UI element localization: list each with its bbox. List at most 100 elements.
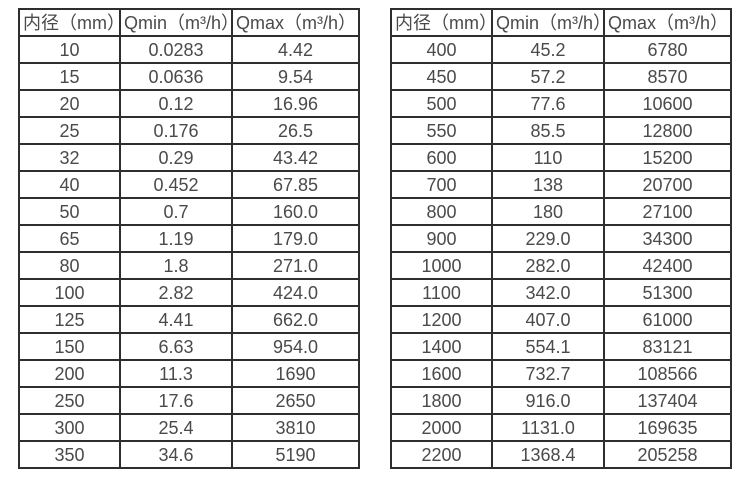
cell: 1600 <box>390 359 493 388</box>
cell: 700 <box>390 170 493 199</box>
table-row: 350 34.6 5190 <box>18 440 360 469</box>
table-row: 25 0.176 26.5 <box>18 116 360 145</box>
cell: 954.0 <box>231 332 360 361</box>
table-row: 65 1.19 179.0 <box>18 224 360 253</box>
table-row: 100 2.82 424.0 <box>18 278 360 307</box>
header-row: 内径（mm） Qmin（m³/h） Qmax（m³/h） <box>390 8 732 37</box>
cell: 2000 <box>390 413 493 442</box>
cell: 550 <box>390 116 493 145</box>
cell: 34.6 <box>119 440 233 469</box>
cell: 0.12 <box>119 89 233 118</box>
cell: 34300 <box>603 224 732 253</box>
cell: 4.42 <box>231 35 360 64</box>
cell: 0.176 <box>119 116 233 145</box>
cell: 342.0 <box>491 278 605 307</box>
table-row: 1000 282.0 42400 <box>390 251 732 280</box>
cell: 57.2 <box>491 62 605 91</box>
table-row: 250 17.6 2650 <box>18 386 360 415</box>
cell: 407.0 <box>491 305 605 334</box>
cell: 10 <box>18 35 121 64</box>
cell: 3810 <box>231 413 360 442</box>
cell: 200 <box>18 359 121 388</box>
cell: 1400 <box>390 332 493 361</box>
cell: 43.42 <box>231 143 360 172</box>
cell: 2650 <box>231 386 360 415</box>
cell: 1000 <box>390 251 493 280</box>
cell: 137404 <box>603 386 732 415</box>
cell: 350 <box>18 440 121 469</box>
cell: 100 <box>18 278 121 307</box>
cell: 179.0 <box>231 224 360 253</box>
cell: 16.96 <box>231 89 360 118</box>
cell: 400 <box>390 35 493 64</box>
cell: 229.0 <box>491 224 605 253</box>
table-row: 40 0.452 67.85 <box>18 170 360 199</box>
header-row: 内径（mm） Qmin（m³/h） Qmax（m³/h） <box>18 8 360 37</box>
cell: 0.7 <box>119 197 233 226</box>
table-row: 200 11.3 1690 <box>18 359 360 388</box>
cell: 554.1 <box>491 332 605 361</box>
table-row: 80 1.8 271.0 <box>18 251 360 280</box>
cell: 40 <box>18 170 121 199</box>
cell: 67.85 <box>231 170 360 199</box>
cell: 10600 <box>603 89 732 118</box>
cell: 6.63 <box>119 332 233 361</box>
cell: 4.41 <box>119 305 233 334</box>
cell: 180 <box>491 197 605 226</box>
table-row: 1800 916.0 137404 <box>390 386 732 415</box>
column-header: 内径（mm） <box>390 8 493 37</box>
cell: 205258 <box>603 440 732 469</box>
cell: 77.6 <box>491 89 605 118</box>
cell: 1.8 <box>119 251 233 280</box>
cell: 6780 <box>603 35 732 64</box>
cell: 50 <box>18 197 121 226</box>
cell: 17.6 <box>119 386 233 415</box>
cell: 600 <box>390 143 493 172</box>
cell: 916.0 <box>491 386 605 415</box>
table-row: 125 4.41 662.0 <box>18 305 360 334</box>
cell: 125 <box>18 305 121 334</box>
cell: 9.54 <box>231 62 360 91</box>
cell: 85.5 <box>491 116 605 145</box>
cell: 51300 <box>603 278 732 307</box>
cell: 1800 <box>390 386 493 415</box>
cell: 250 <box>18 386 121 415</box>
table-row: 1600 732.7 108566 <box>390 359 732 388</box>
table-row: 10 0.0283 4.42 <box>18 35 360 64</box>
table-body: 10 0.0283 4.42 15 0.0636 9.54 20 0.12 16.96 25 0.1… <box>18 35 360 469</box>
column-header: Qmax（m³/h） <box>603 8 732 37</box>
cell: 65 <box>18 224 121 253</box>
cell: 12800 <box>603 116 732 145</box>
table-row: 550 85.5 12800 <box>390 116 732 145</box>
cell: 83121 <box>603 332 732 361</box>
cell: 1.19 <box>119 224 233 253</box>
table-row: 500 77.6 10600 <box>390 89 732 118</box>
cell: 108566 <box>603 359 732 388</box>
table-row: 2200 1368.4 205258 <box>390 440 732 469</box>
cell: 25.4 <box>119 413 233 442</box>
cell: 169635 <box>603 413 732 442</box>
cell: 900 <box>390 224 493 253</box>
table-row: 1200 407.0 61000 <box>390 305 732 334</box>
cell: 11.3 <box>119 359 233 388</box>
cell: 450 <box>390 62 493 91</box>
cell: 27100 <box>603 197 732 226</box>
cell: 800 <box>390 197 493 226</box>
cell: 1200 <box>390 305 493 334</box>
cell: 160.0 <box>231 197 360 226</box>
cell: 20 <box>18 89 121 118</box>
column-header: Qmin（m³/h） <box>491 8 605 37</box>
table-row: 700 138 20700 <box>390 170 732 199</box>
cell: 282.0 <box>491 251 605 280</box>
cell: 20700 <box>603 170 732 199</box>
table-row: 450 57.2 8570 <box>390 62 732 91</box>
cell: 0.452 <box>119 170 233 199</box>
cell: 0.0283 <box>119 35 233 64</box>
flow-spec-table-small-diameters: 内径（mm） Qmin（m³/h） Qmax（m³/h） 10 0.0283 4.42 1… <box>18 8 360 469</box>
table-row: 15 0.0636 9.54 <box>18 62 360 91</box>
cell: 8570 <box>603 62 732 91</box>
table-row: 1400 554.1 83121 <box>390 332 732 361</box>
cell: 15200 <box>603 143 732 172</box>
cell: 500 <box>390 89 493 118</box>
table-row: 400 45.2 6780 <box>390 35 732 64</box>
